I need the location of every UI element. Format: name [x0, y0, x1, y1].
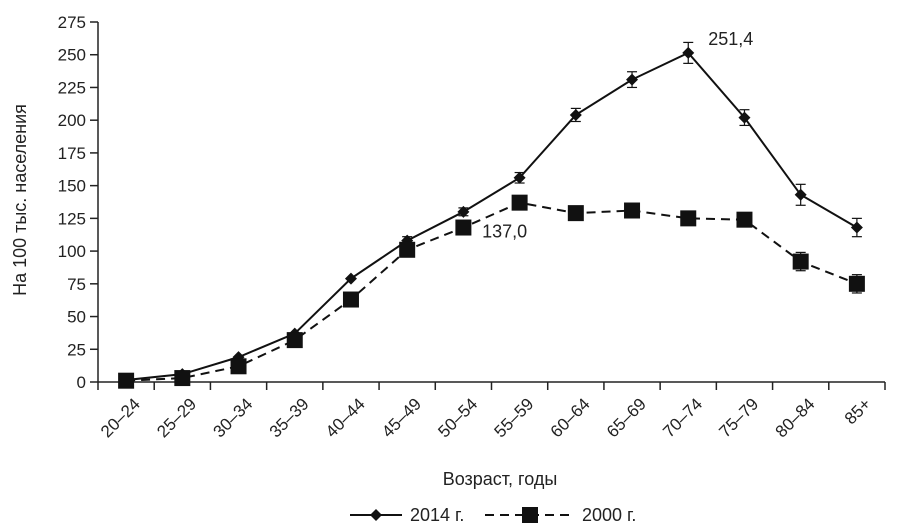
x-tick-label: 55–59	[491, 394, 538, 441]
data-point	[174, 370, 191, 387]
data-point	[792, 253, 809, 270]
data-point	[794, 188, 807, 201]
y-tick-label: 25	[67, 340, 86, 359]
x-tick-label: 80–84	[772, 394, 819, 441]
data-point	[511, 194, 528, 211]
data-label: 137,0	[482, 222, 527, 242]
x-tick-label: 65–69	[603, 394, 650, 441]
series-layer	[118, 41, 865, 389]
data-point	[286, 332, 303, 349]
legend-label: 2014 г.	[410, 505, 464, 523]
x-tick-label: 40–44	[322, 394, 369, 441]
data-point	[457, 205, 470, 218]
x-tick-label: 50–54	[434, 394, 481, 441]
data-point	[738, 111, 751, 124]
data-point	[682, 46, 695, 59]
x-axis-ticks: 20–24 25–29 30–34 35–39 40–44 45–49 50–54 55–59…	[97, 382, 886, 441]
data-label: 251,4	[708, 29, 753, 49]
data-point	[626, 73, 639, 86]
y-tick-label: 75	[67, 275, 86, 294]
data-point	[230, 358, 247, 375]
data-point	[513, 171, 526, 184]
x-tick-label: 25–29	[153, 394, 200, 441]
x-tick-label: 85+	[841, 394, 875, 428]
series-line	[126, 201, 858, 382]
data-point	[567, 205, 584, 222]
data-point	[342, 291, 359, 308]
x-tick-label: 35–39	[266, 394, 313, 441]
data-point	[118, 372, 135, 389]
x-tick-label: 30–34	[210, 394, 257, 441]
y-tick-label: 125	[58, 209, 86, 228]
series-2	[118, 194, 865, 389]
y-tick-label: 225	[58, 78, 86, 97]
data-point	[850, 221, 863, 234]
y-tick-label: 150	[58, 177, 86, 196]
y-tick-label: 100	[58, 242, 86, 261]
series-1	[120, 41, 863, 387]
y-tick-label: 175	[58, 144, 86, 163]
data-point	[848, 275, 865, 292]
data-point	[736, 211, 753, 228]
legend-marker-diamond	[370, 509, 382, 521]
y-axis-ticks: 0 25 50 75 100 125 150 175 200 225 250 275	[58, 13, 98, 392]
y-tick-label: 250	[58, 46, 86, 65]
x-tick-label: 75–79	[715, 394, 762, 441]
data-point	[399, 241, 416, 258]
legend: 2014 г. 2000 г.	[350, 505, 636, 523]
series-line	[126, 51, 858, 382]
legend-item-2014: 2014 г.	[350, 505, 464, 523]
x-tick-label: 45–49	[378, 394, 425, 441]
data-point	[680, 210, 697, 227]
annotations: 251,4 137,0	[482, 29, 753, 242]
data-point	[569, 108, 582, 121]
y-tick-label: 200	[58, 111, 86, 130]
data-point	[455, 219, 472, 236]
axes	[97, 22, 885, 383]
data-point	[624, 202, 641, 219]
y-tick-label: 0	[77, 373, 86, 392]
x-tick-label: 70–74	[659, 394, 706, 441]
legend-item-2000: 2000 г.	[485, 505, 636, 523]
x-tick-label: 60–64	[547, 394, 594, 441]
data-point	[344, 272, 357, 285]
x-axis-title: Возраст, годы	[443, 469, 558, 489]
y-tick-label: 275	[58, 13, 86, 32]
y-axis-title: На 100 тыс. населения	[10, 104, 30, 296]
legend-label: 2000 г.	[582, 505, 636, 523]
y-tick-label: 50	[67, 308, 86, 327]
legend-marker-square	[522, 507, 538, 523]
x-tick-label: 20–24	[97, 394, 144, 441]
